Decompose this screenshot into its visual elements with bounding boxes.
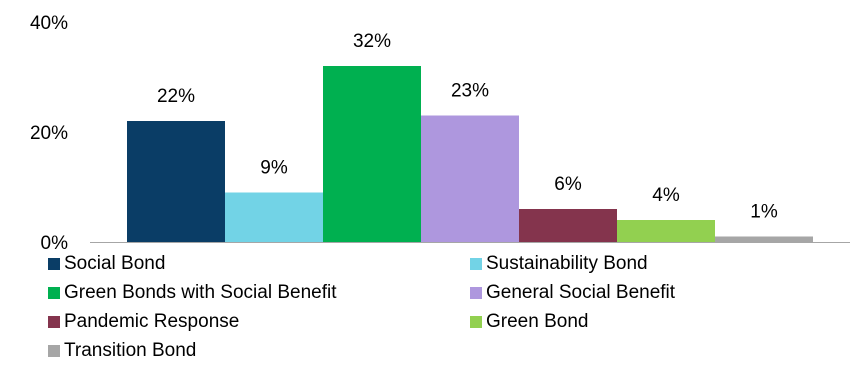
legend-item: Transition Bond — [48, 340, 196, 362]
data-label: 32% — [353, 31, 391, 52]
legend-swatch — [470, 287, 482, 299]
y-tick-label: 20% — [30, 123, 68, 144]
legend-item: Green Bond — [470, 311, 588, 333]
bar-green-bonds-with-social-benefit — [323, 66, 421, 242]
legend-swatch — [470, 258, 482, 270]
data-label: 9% — [260, 158, 288, 179]
legend-label: Social Bond — [64, 253, 166, 274]
legend-swatch — [48, 258, 60, 270]
data-label: 6% — [554, 174, 582, 195]
y-tick-label: 0% — [41, 233, 69, 252]
bar-green-bond — [617, 220, 715, 242]
data-label: 4% — [652, 185, 680, 206]
bar-social-bond — [127, 121, 225, 242]
legend-item: Green Bonds with Social Benefit — [48, 282, 337, 304]
legend-swatch — [470, 316, 482, 328]
legend-swatch — [48, 316, 60, 328]
legend-swatch — [48, 345, 60, 357]
bar-chart: 0% 20% 40% 22% 9% 32% 23% 6% 4% 1% — [30, 13, 850, 252]
legend-label: Green Bonds with Social Benefit — [64, 282, 337, 303]
legend-label: Green Bond — [486, 311, 589, 332]
legend-label: General Social Benefit — [486, 282, 676, 303]
legend-item: Social Bond — [48, 253, 165, 275]
legend-item: Pandemic Response — [48, 311, 239, 333]
y-tick-label: 40% — [30, 13, 68, 34]
legend-item: General Social Benefit — [470, 282, 675, 304]
legend-swatch — [48, 287, 60, 299]
bar-general-social-benefit — [421, 115, 519, 242]
legend-label: Transition Bond — [64, 340, 197, 361]
bar-transition-bond — [715, 236, 813, 242]
bar-pandemic-response — [519, 209, 617, 242]
data-label: 1% — [750, 202, 778, 223]
bar-sustainability-bond — [225, 192, 323, 242]
legend-item: Sustainability Bond — [470, 253, 648, 275]
legend-label: Pandemic Response — [64, 311, 240, 332]
data-label: 22% — [157, 86, 195, 107]
data-label: 23% — [451, 81, 489, 102]
legend-label: Sustainability Bond — [486, 253, 648, 274]
